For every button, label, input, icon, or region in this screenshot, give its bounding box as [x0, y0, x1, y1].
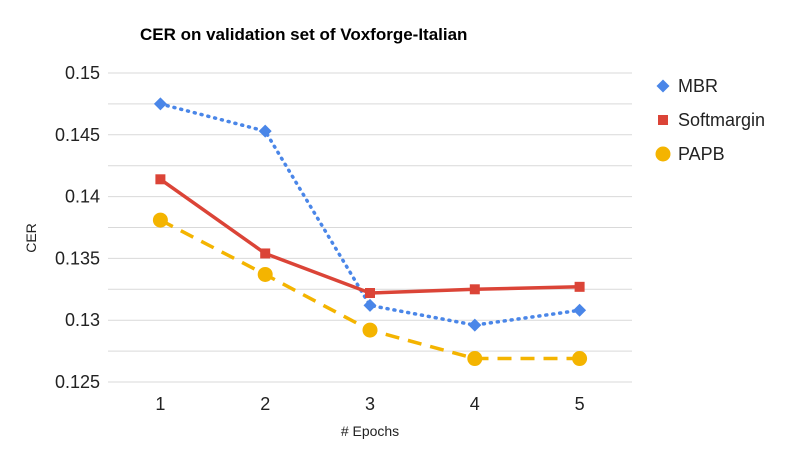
- y-axis-ticks: 0.15 0.145 0.14 0.135 0.13 0.125: [55, 63, 100, 392]
- series-mbr: [153, 97, 587, 332]
- y-tick-label: 0.125: [55, 372, 100, 392]
- legend-swatch-softmargin: [658, 115, 668, 125]
- data-point-mbr: [573, 303, 587, 317]
- y-tick-label: 0.13: [65, 310, 100, 330]
- legend-swatch-papb: [655, 146, 671, 162]
- series-layer: [152, 97, 588, 367]
- y-tick-label: 0.15: [65, 63, 100, 83]
- data-point-softmargin: [260, 248, 271, 259]
- x-tick-label: 1: [155, 394, 165, 414]
- data-point-papb: [467, 351, 483, 367]
- x-tick-label: 3: [365, 394, 375, 414]
- x-axis-label: # Epochs: [341, 423, 399, 439]
- y-tick-label: 0.135: [55, 248, 100, 268]
- data-point-papb: [152, 212, 168, 228]
- data-point-papb: [572, 351, 588, 367]
- y-tick-label: 0.145: [55, 125, 100, 145]
- legend-label: MBR: [678, 76, 718, 96]
- legend-label: Softmargin: [678, 110, 765, 130]
- series-papb: [152, 212, 588, 367]
- data-point-softmargin: [155, 174, 166, 185]
- data-point-papb: [257, 266, 273, 282]
- data-point-papb: [362, 322, 378, 338]
- y-tick-label: 0.14: [65, 187, 100, 207]
- x-tick-label: 2: [260, 394, 270, 414]
- data-point-mbr: [363, 298, 377, 312]
- y-axis-label: CER: [23, 223, 39, 253]
- legend-item-papb: PAPB: [655, 144, 725, 164]
- legend: MBR Softmargin PAPB: [655, 76, 765, 164]
- series-line-mbr: [158, 102, 582, 327]
- chart-title: CER on validation set of Voxforge-Italia…: [140, 25, 467, 44]
- data-point-mbr: [153, 97, 167, 111]
- x-axis-ticks: 1 2 3 4 5: [155, 394, 584, 414]
- grid-lines: [108, 72, 632, 383]
- legend-label: PAPB: [678, 144, 725, 164]
- legend-item-mbr: MBR: [656, 76, 718, 96]
- data-point-softmargin: [469, 284, 480, 295]
- data-point-mbr: [258, 124, 272, 138]
- data-point-softmargin: [365, 288, 375, 299]
- legend-swatch-mbr: [656, 79, 670, 93]
- series-softmargin: [155, 174, 585, 299]
- data-point-softmargin: [574, 281, 585, 292]
- x-tick-label: 4: [470, 394, 480, 414]
- legend-item-softmargin: Softmargin: [658, 110, 765, 130]
- x-tick-label: 5: [575, 394, 585, 414]
- data-point-mbr: [468, 318, 482, 332]
